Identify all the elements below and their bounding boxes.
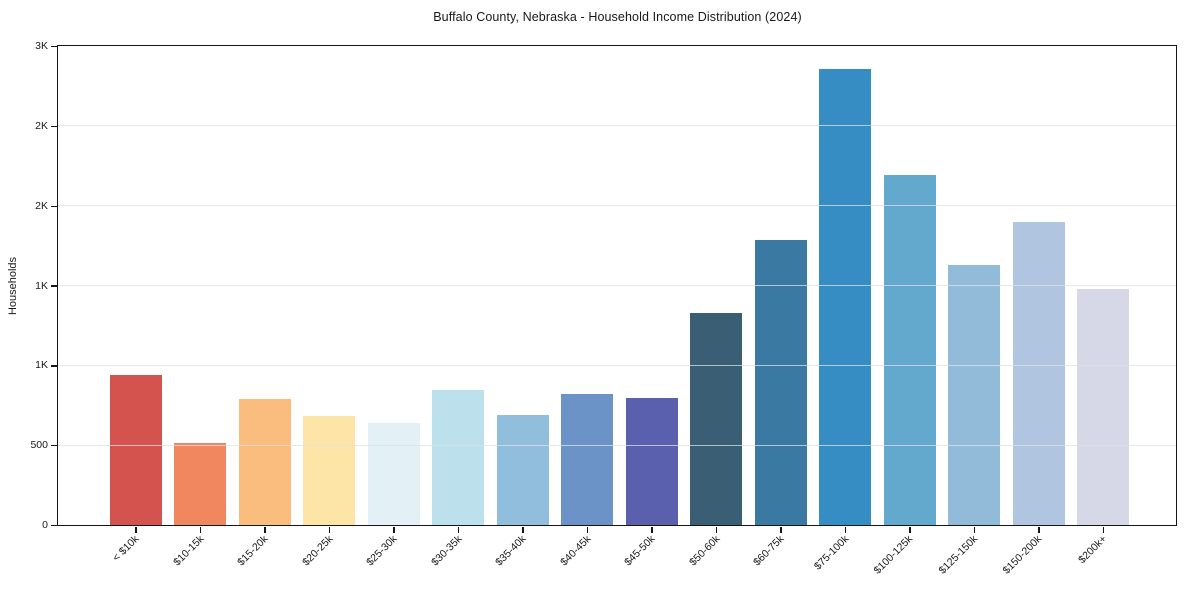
x-tick-mark (1038, 527, 1040, 533)
x-tick-label-text: $15-20k (235, 533, 271, 569)
x-tick-label-text: < $10k (110, 533, 142, 564)
x-tick-label-text: $20-25k (299, 533, 335, 569)
bar-35-40k (496, 414, 549, 525)
y-tick-mark (51, 125, 57, 128)
gridline (58, 364, 1176, 366)
bar-10k (109, 374, 162, 525)
x-tick-label-text: $50-60k (686, 533, 722, 569)
x-tick-mark (135, 527, 137, 533)
x-tick-label-text: $150-200k (1000, 533, 1045, 577)
x-tick-label-text: $35-40k (493, 533, 529, 569)
x-tick-mark (651, 527, 653, 533)
x-tick-label-text: $125-150k (936, 533, 980, 577)
bar-25-30k (367, 422, 420, 525)
bar-100-125k (883, 174, 936, 525)
y-tick-mark (51, 445, 57, 447)
y-tick-mark (51, 45, 57, 48)
x-tick-mark (780, 527, 782, 533)
y-tick-label: 1K (35, 359, 48, 372)
x-tick-mark (522, 527, 524, 533)
x-tick-label-text: $45-50k (622, 533, 658, 569)
x-tick-mark (973, 527, 976, 533)
bar-125-150k (948, 264, 1000, 525)
y-tick-label: 500 (30, 439, 48, 452)
gridline (58, 125, 1176, 127)
x-tick-label-text: $75-100k (811, 533, 851, 573)
chart-title: Buffalo County, Nebraska - Household Inc… (433, 10, 802, 24)
x-tick-mark (1102, 527, 1105, 533)
x-tick-label-text: $10-15k (170, 533, 206, 569)
y-tick-label: 1K (35, 279, 48, 292)
x-tick-label-text: $30-35k (428, 533, 464, 569)
bar-10-15k (174, 442, 226, 525)
x-tick-mark (393, 527, 395, 533)
y-tick-label: 2K (35, 119, 48, 132)
x-tick-mark (844, 527, 847, 533)
x-tick-label-text: $40-45k (557, 533, 593, 569)
y-tick-label: 2K (35, 199, 48, 212)
y-tick-mark (51, 205, 57, 207)
x-tick-mark (586, 527, 589, 533)
x-tick-mark (909, 527, 911, 533)
x-tick-label-text: $200k+ (1075, 533, 1109, 567)
bar-150-200k (1012, 222, 1065, 525)
y-tick-mark (51, 365, 57, 367)
x-tick-mark (264, 527, 266, 533)
x-tick-label-text: $25-30k (364, 533, 400, 569)
bar-60-75k (754, 240, 807, 525)
bar-40-45k (561, 394, 613, 525)
y-tick-mark (51, 524, 57, 527)
x-tick-label-text: $100-125k (871, 533, 916, 577)
gridline (58, 205, 1176, 207)
y-tick-label: 3K (35, 40, 48, 52)
bar-15-20k (238, 398, 291, 525)
gridline (58, 285, 1176, 286)
bar-50-60k (690, 313, 742, 525)
x-tick-mark (715, 527, 718, 533)
bar-75-100k (819, 69, 871, 525)
bar-45-50k (625, 398, 678, 525)
x-tick-mark (457, 527, 460, 533)
gridline (58, 444, 1176, 446)
y-tick-mark (51, 285, 57, 287)
bar-30-35k (432, 390, 484, 525)
bar-200k (1077, 288, 1129, 525)
bar-20-25k (303, 416, 355, 525)
x-tick-mark (328, 527, 331, 533)
y-tick-label: 0 (42, 519, 48, 531)
plot-area (57, 45, 1177, 526)
x-tick-label-text: $60-75k (751, 533, 787, 569)
x-tick-mark (199, 527, 202, 533)
